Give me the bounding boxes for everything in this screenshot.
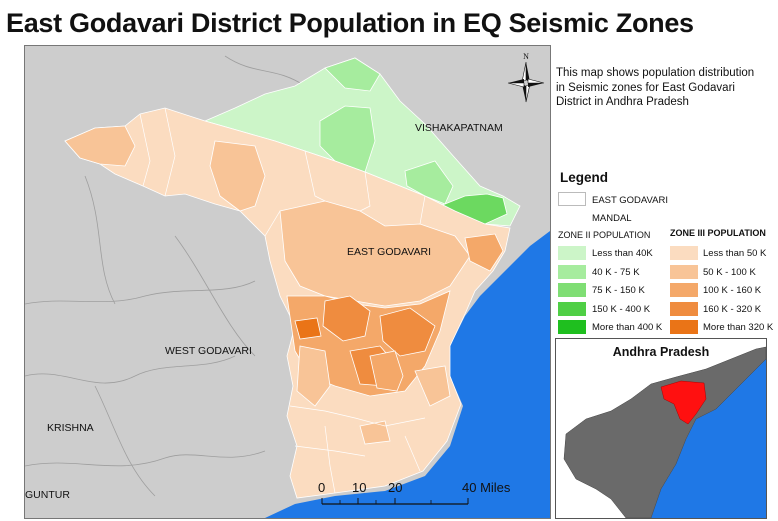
map-canvas <box>25 46 550 518</box>
north-label: N <box>523 52 529 61</box>
inset-andhra <box>563 346 766 518</box>
zone2-label-0: Less than 40K <box>592 248 653 259</box>
legend-district-swatch <box>558 192 586 206</box>
bay-of-bengal <box>265 231 550 518</box>
inset-sea <box>651 359 766 518</box>
legend-title: Legend <box>560 170 609 185</box>
scale-tick-20: 20 <box>388 480 403 495</box>
label-vishakapatnam: VISHAKAPATNAM <box>415 122 503 134</box>
zone3-south-c <box>414 365 451 407</box>
label-guntur: GUNTUR <box>25 489 70 501</box>
zone2-swatch-3 <box>558 302 586 316</box>
zone2-label-1: 40 K - 75 K <box>592 267 640 278</box>
zone3-label-2: 100 K - 160 K <box>703 285 762 296</box>
zone3-swatch-1 <box>670 265 698 279</box>
zone3-south-a <box>369 350 404 392</box>
zone2-label-2: 75 K - 150 K <box>592 285 645 296</box>
zone3-west-arm <box>64 125 136 167</box>
zone3-label-4: More than 320 K <box>703 322 774 333</box>
zone3-central-d <box>379 307 436 357</box>
zone2-label-3: 150 K - 400 K <box>592 304 651 315</box>
zone3-label-0: Less than 50 K <box>703 248 767 259</box>
zone3-swatch-3 <box>670 302 698 316</box>
map-title: East Godavari District Population in EQ … <box>6 8 694 38</box>
mandal-boundaries <box>139 107 426 494</box>
legend-district-label: EAST GODAVARI <box>592 195 669 206</box>
scale-tick-10: 10 <box>352 480 367 495</box>
inset-map[interactable]: Andhra Pradesh <box>555 338 767 519</box>
zone3-label-3: 160 K - 320 K <box>703 304 762 315</box>
legend-mandal-label: MANDAL <box>592 213 632 224</box>
compass-icon: N <box>507 52 545 103</box>
zone3-swatch-0 <box>670 246 698 260</box>
label-west-godavari: WEST GODAVARI <box>165 345 252 357</box>
main-map[interactable]: VISHAKAPATNAM EAST GODAVARI WEST GODAVAR… <box>24 45 551 519</box>
zone2-swatch-4 <box>558 320 586 334</box>
map-description: This map shows population distribution i… <box>556 67 755 108</box>
scale-bar-graphic <box>321 498 469 505</box>
zone3-central-c <box>322 295 371 342</box>
zone3-nw-area <box>209 140 266 212</box>
zone3-central-a <box>279 200 471 307</box>
zone2-area-mid <box>319 105 376 173</box>
district-boundaries <box>25 55 306 497</box>
legend-zone2-title: ZONE II POPULATION <box>558 230 651 240</box>
zone2-swatch-0 <box>558 246 586 260</box>
label-east-godavari: EAST GODAVARI <box>347 246 432 258</box>
scale-bar: 0 10 20 40 Miles <box>318 480 528 514</box>
scale-tick-0: 0 <box>318 480 326 495</box>
inset-east-godavari <box>660 380 707 425</box>
scale-tick-40: 40 Miles <box>462 480 511 495</box>
zone3-swatch-2 <box>670 283 698 297</box>
legend-zone3-title: ZONE III POPULATION <box>670 228 766 238</box>
zone3-region <box>64 107 511 499</box>
zone2-swatch-2 <box>558 283 586 297</box>
north-arrow: N <box>506 50 546 108</box>
zone3-label-1: 50 K - 100 K <box>703 267 756 278</box>
zone2-label-4: More than 400 K <box>592 322 663 333</box>
zone3-ne-orange <box>464 233 504 272</box>
label-krishna: KRISHNA <box>47 422 94 434</box>
inset-canvas <box>556 339 766 518</box>
zone3-south-b <box>296 345 331 407</box>
zone3-southmost <box>359 420 391 445</box>
zone2-area-top <box>324 57 381 92</box>
zone3-swatch-4 <box>670 320 698 334</box>
zone2-swatch-1 <box>558 265 586 279</box>
inset-title: Andhra Pradesh <box>612 345 710 359</box>
zone3-west-dark <box>294 317 322 340</box>
